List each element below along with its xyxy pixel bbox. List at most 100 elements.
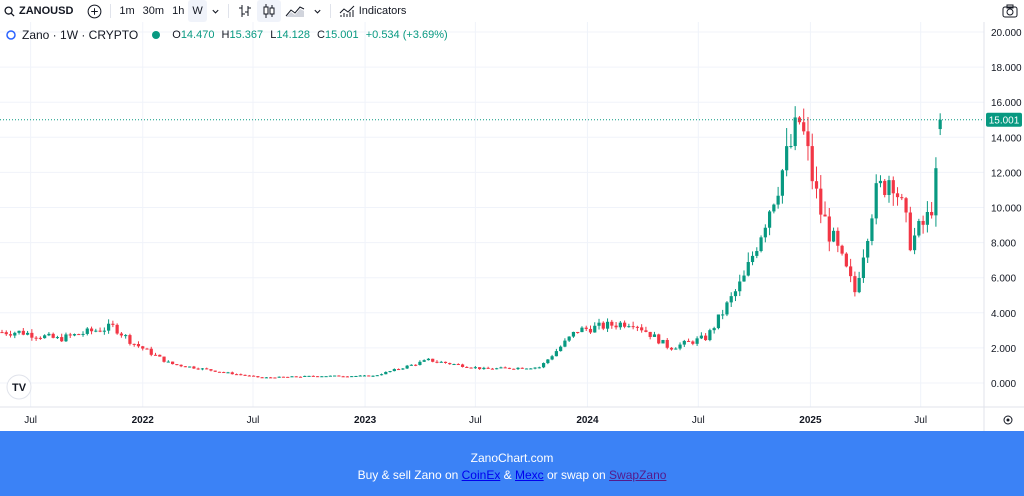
area-style-button[interactable] [281, 0, 309, 22]
candle-body [627, 326, 631, 328]
candle-body [661, 339, 665, 344]
interval-1m[interactable]: 1m [119, 5, 135, 17]
symbol-search[interactable]: ZANOUSD [0, 0, 77, 22]
interval-1h[interactable]: 1h [172, 5, 185, 17]
axis-settings-gear-icon[interactable] [1003, 415, 1013, 425]
candle-body [836, 230, 840, 246]
candle-body [8, 334, 13, 336]
chart-type-dropdown[interactable] [309, 0, 326, 22]
candle-body [256, 376, 260, 378]
y-tick-label: 10.000 [991, 204, 1022, 215]
candle-body [810, 146, 814, 182]
screenshot-button[interactable] [998, 0, 1022, 22]
candle-body [490, 368, 495, 370]
candle-body [153, 354, 158, 356]
candle-body [593, 325, 597, 333]
candle-body [128, 335, 132, 344]
candle-body [196, 368, 200, 370]
candle-body [77, 334, 81, 336]
bar-style-button[interactable] [233, 0, 257, 22]
interval-dropdown[interactable] [207, 0, 224, 22]
candle-body [738, 281, 742, 292]
interval-30m[interactable]: 30m [142, 5, 165, 17]
candle-body [844, 253, 848, 267]
candle-body [111, 323, 115, 325]
legend-ohlc: O14.470 H15.367 L14.128 C15.001 +0.534 (… [172, 29, 448, 41]
candle-body [895, 193, 900, 198]
candle-body [94, 330, 98, 332]
candle-body [853, 276, 857, 293]
candle-body [503, 367, 507, 369]
candle-body [226, 372, 230, 374]
candle-body [362, 375, 367, 377]
candle-body [315, 376, 320, 378]
x-tick-label: Jul [247, 415, 260, 426]
y-tick-label: 12.000 [991, 168, 1022, 179]
candle-body [396, 369, 401, 371]
candle-body [644, 330, 648, 332]
candle-body [379, 374, 384, 376]
chevron-down-icon [212, 9, 219, 14]
candle-body [132, 343, 136, 345]
candle-body [324, 376, 328, 378]
candle-body [350, 376, 354, 378]
candle-body [763, 227, 767, 238]
candle-body [678, 344, 682, 349]
tradingview-logo[interactable]: TV [6, 374, 32, 400]
candle-body [414, 364, 418, 366]
candle-body [746, 262, 750, 276]
candle-body [456, 364, 460, 366]
candle-body [47, 333, 51, 336]
x-tick-label: Jul [914, 415, 927, 426]
candle-body [448, 363, 452, 365]
candle-body [465, 366, 469, 368]
last-price-tag-label: 15.001 [989, 116, 1020, 127]
candle-body [320, 376, 324, 378]
candle-body [827, 216, 831, 242]
candle-body [85, 328, 89, 334]
candle-body [831, 230, 836, 242]
candle-body [145, 348, 149, 350]
candle-body [478, 367, 482, 370]
candle-body [665, 339, 669, 348]
candle-body [597, 322, 601, 326]
mexc-link[interactable]: Mexc [515, 468, 544, 482]
candle-body [695, 338, 699, 344]
candle-body [840, 245, 844, 254]
candle-style-button[interactable] [256, 0, 281, 22]
candle-body [401, 368, 405, 370]
candle-body [179, 364, 183, 367]
candle-body [269, 377, 273, 379]
candle-body [657, 334, 661, 344]
x-tick-label: 2022 [132, 415, 155, 426]
add-symbol-button[interactable] [83, 0, 106, 22]
candle-body [34, 337, 38, 339]
candle-body [912, 235, 917, 251]
candle-body [750, 255, 755, 263]
candle-body [328, 375, 332, 377]
tradingview-logo-text: TV [12, 382, 27, 394]
candle-body [158, 354, 162, 357]
indicators-button[interactable]: Indicators [335, 0, 411, 22]
candle-body [533, 367, 537, 369]
candle-body [712, 328, 716, 331]
candle-body [772, 204, 776, 212]
candle-body [89, 328, 94, 332]
candle-body [107, 323, 111, 331]
swapzano-link[interactable]: SwapZano [609, 468, 667, 482]
candle-body [785, 146, 789, 171]
candle-body [239, 374, 243, 376]
interval-w[interactable]: W [188, 0, 207, 22]
candle-body [900, 197, 904, 199]
candle-body [281, 376, 286, 378]
candle-body [102, 330, 106, 332]
candle-body [524, 368, 529, 370]
candle-body [814, 181, 819, 189]
coinex-link[interactable]: CoinEx [461, 468, 501, 482]
chevron-down-icon [314, 9, 321, 14]
price-chart[interactable]: 20.000 18.000 16.000 14.000 12.000 10.000 8.00… [0, 0, 1024, 431]
candle-body [25, 332, 30, 335]
candle-body [358, 375, 362, 377]
candle-body [776, 195, 780, 205]
search-icon [4, 5, 15, 17]
